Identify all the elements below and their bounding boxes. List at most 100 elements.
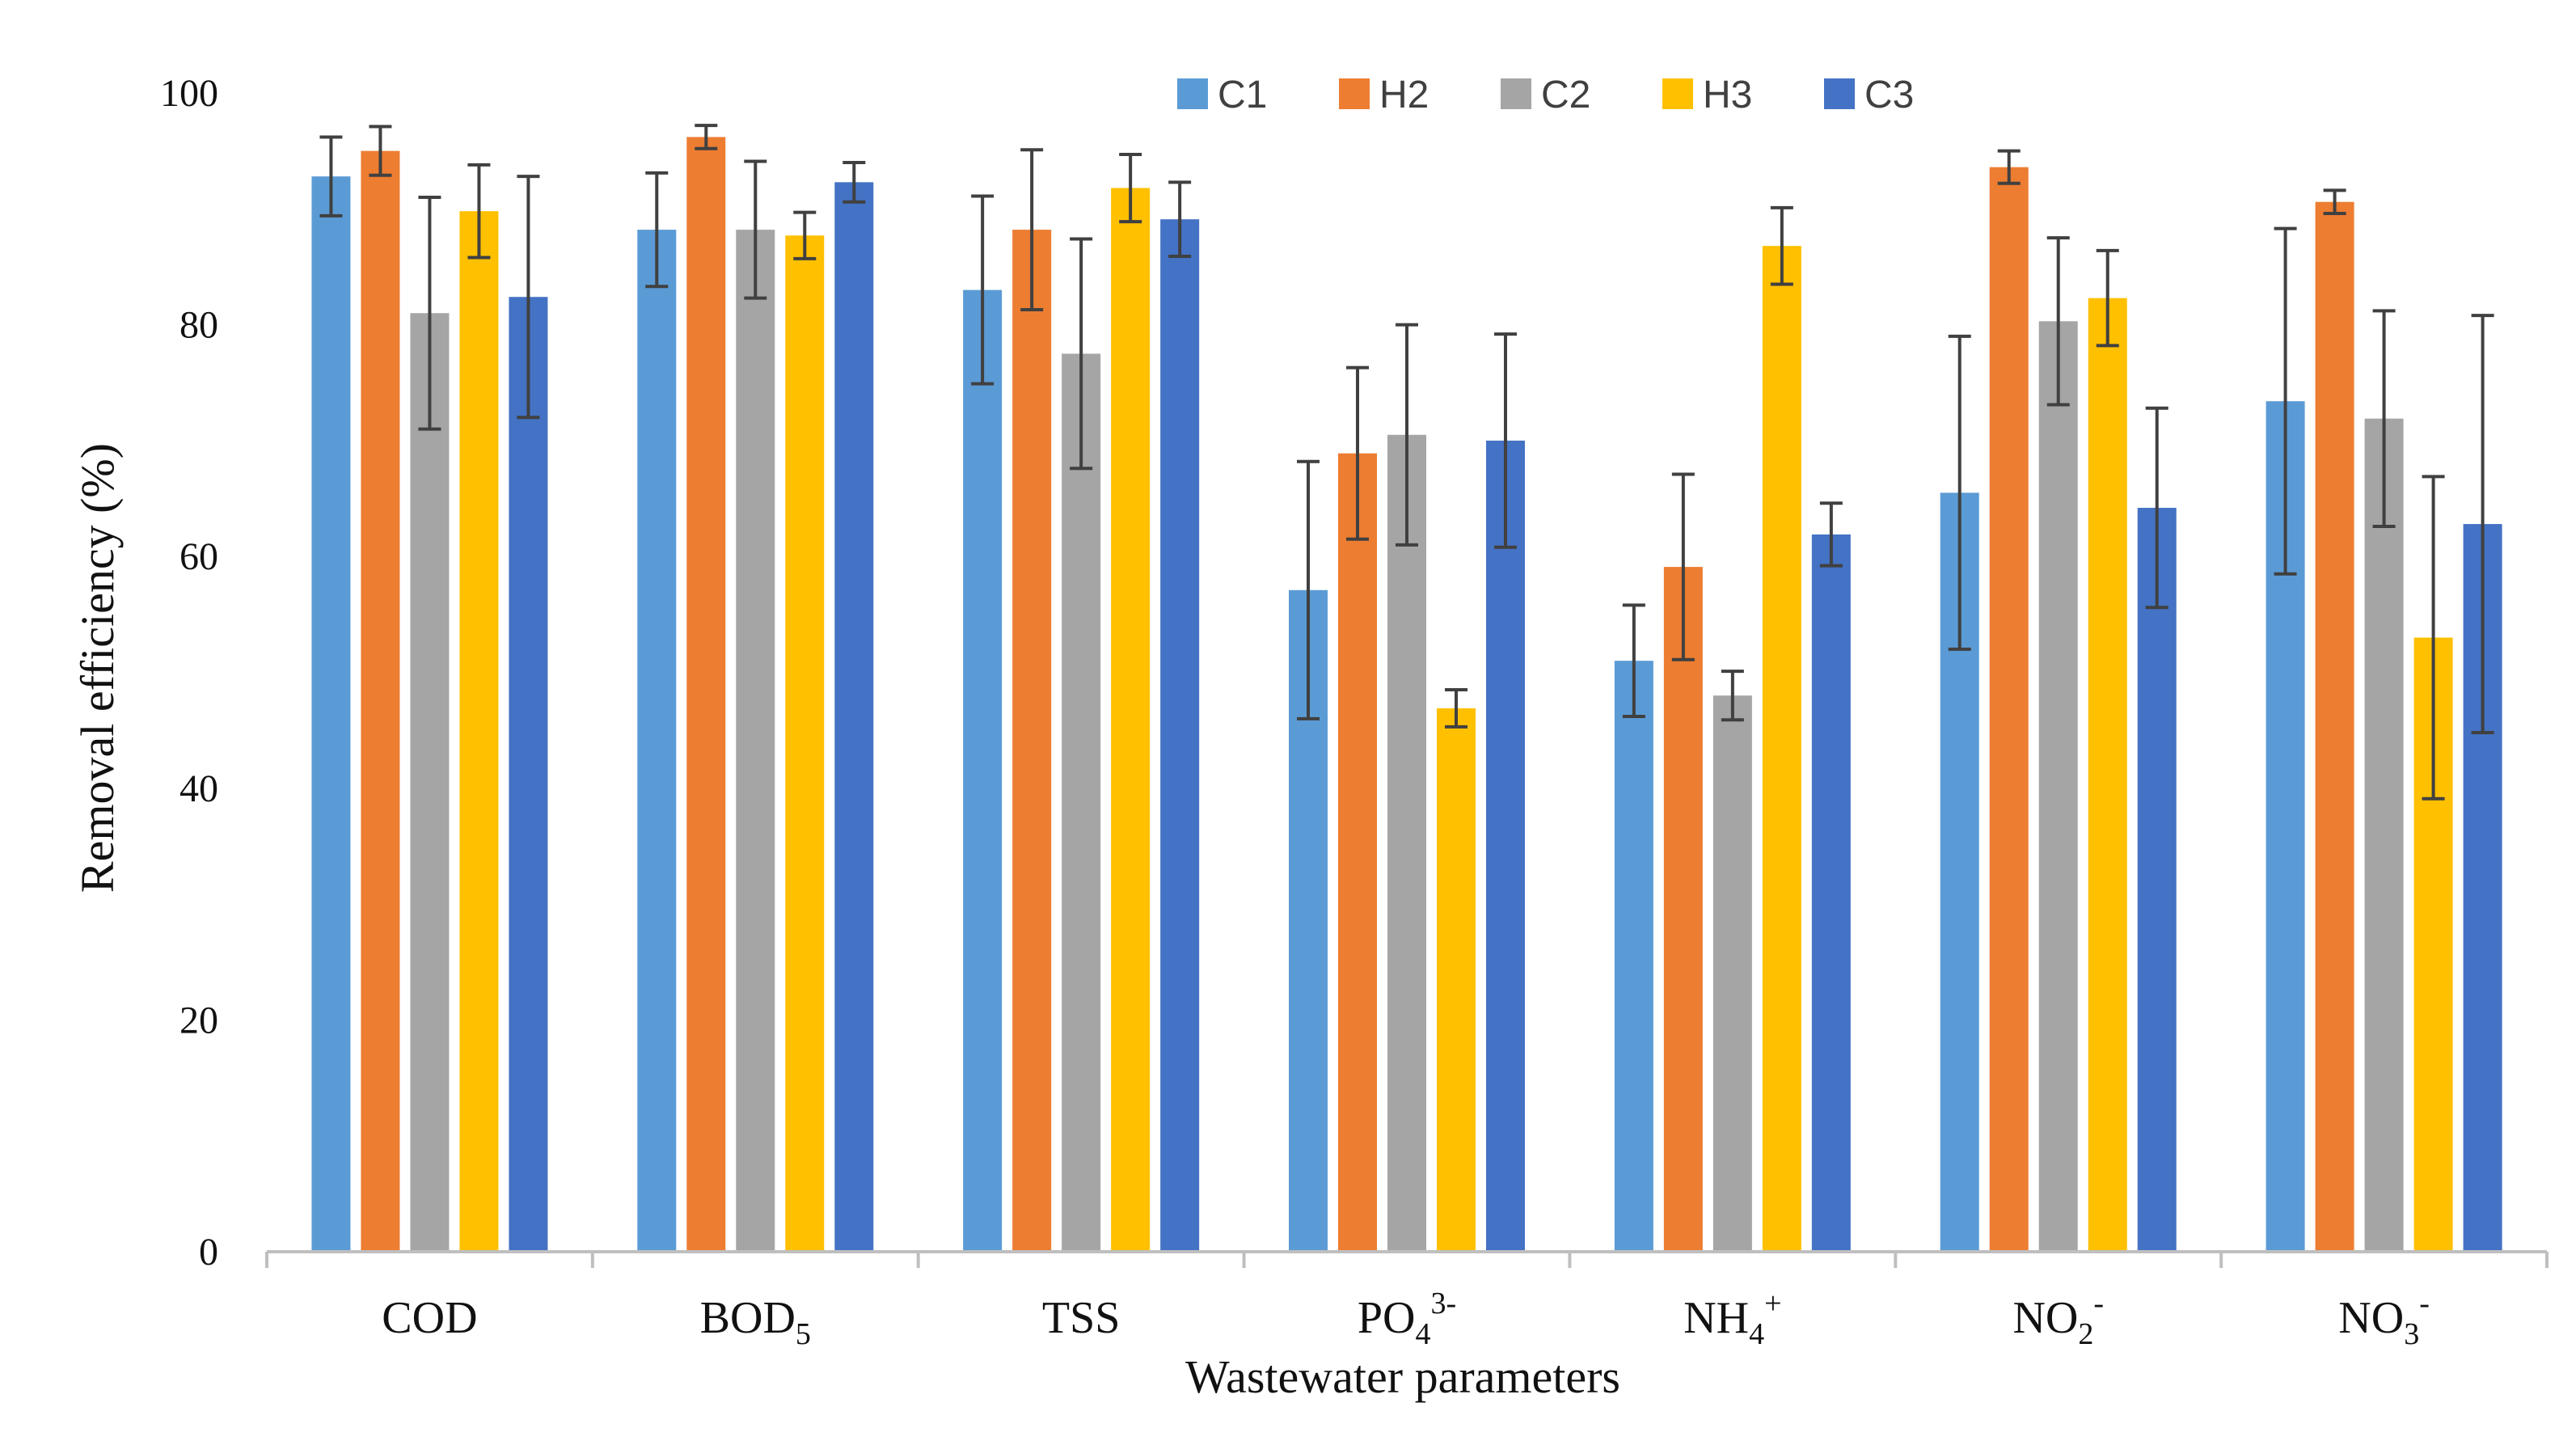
error-bar-c3-5	[2145, 406, 2168, 610]
bars-layer	[311, 137, 2502, 1253]
error-bar-h2-2	[1020, 148, 1044, 311]
bar-h2-0	[361, 150, 400, 1252]
error-bar-c1-2	[971, 194, 995, 386]
error-bar-h2-4	[1671, 472, 1695, 661]
bar-h3-1	[785, 235, 825, 1252]
bar-h3-4	[1762, 246, 1801, 1252]
y-tick-label-60: 60	[179, 535, 218, 578]
legend-swatch	[1501, 78, 1531, 109]
bar-h2-3	[1338, 453, 1377, 1252]
bar-h2-1	[686, 137, 726, 1253]
error-bar-c2-4	[1721, 670, 1744, 722]
bar-c1-4	[1614, 661, 1653, 1252]
legend-swatch	[1662, 78, 1693, 109]
category-label-4: NH4+	[1683, 1287, 1781, 1351]
error-bar-h2-1	[695, 124, 718, 150]
error-bar-c1-3	[1297, 459, 1320, 720]
legend-label: H3	[1703, 74, 1752, 116]
y-tick-label-0: 0	[199, 1231, 218, 1274]
bar-c2-4	[1712, 695, 1752, 1252]
legend-label: C1	[1218, 74, 1267, 116]
error-bar-h3-4	[1770, 205, 1793, 286]
bar-c2-2	[1062, 353, 1101, 1252]
legend-item-c3: C3	[1824, 74, 1914, 116]
y-tick-label-40: 40	[179, 767, 218, 810]
bar-c2-3	[1387, 434, 1426, 1252]
bar-h3-5	[2088, 298, 2127, 1252]
legend-swatch	[1824, 78, 1855, 109]
legend: C1 H2 C2 H3 C3	[1177, 74, 1914, 116]
error-bar-h3-3	[1445, 687, 1467, 729]
category-label-3: PO43-	[1358, 1287, 1456, 1351]
bar-h2-4	[1663, 567, 1703, 1252]
legend-item-h3: H3	[1662, 74, 1752, 116]
legend-item-c1: C1	[1177, 74, 1267, 116]
error-bar-c1-1	[645, 171, 669, 289]
error-bar-h3-0	[467, 163, 491, 260]
error-bar-c3-6	[2471, 314, 2494, 735]
y-axis-title: Removal efficiency (%)	[71, 443, 124, 893]
category-label-2: TSS	[1042, 1293, 1121, 1343]
legend-item-c2: C2	[1501, 74, 1590, 116]
error-bar-c3-3	[1494, 332, 1517, 549]
y-tick-label-80: 80	[179, 304, 218, 347]
category-label-6: NO3-	[2338, 1287, 2430, 1351]
bar-h2-5	[1989, 167, 2029, 1252]
bar-c3-4	[1811, 534, 1851, 1252]
bar-c1-2	[963, 289, 1003, 1252]
bar-c3-1	[834, 182, 874, 1252]
error-bar-c2-0	[418, 195, 441, 431]
error-bar-c1-0	[319, 135, 343, 218]
bar-c2-1	[736, 230, 775, 1252]
error-bar-c2-5	[2046, 236, 2070, 407]
error-bar-c1-5	[1948, 334, 1971, 651]
error-bar-c2-3	[1396, 323, 1418, 547]
bar-h3-2	[1111, 188, 1151, 1253]
x-axis-title: Wastewater parameters	[1185, 1350, 1620, 1403]
legend-label: H2	[1379, 74, 1429, 116]
legend-label: C3	[1864, 74, 1914, 116]
legend-swatch	[1177, 78, 1208, 109]
bar-h3-3	[1437, 708, 1476, 1252]
error-bar-c2-2	[1070, 237, 1093, 471]
error-bar-c3-4	[1819, 501, 1843, 568]
legend-swatch	[1339, 78, 1370, 109]
error-bar-c2-6	[2372, 309, 2396, 528]
error-bar-c3-1	[842, 160, 866, 204]
category-label-5: NO2-	[2012, 1287, 2104, 1351]
bar-c3-3	[1486, 440, 1525, 1252]
error-bars-layer	[319, 124, 2494, 801]
error-bar-c2-1	[744, 159, 767, 300]
bar-c3-2	[1160, 219, 1200, 1252]
error-bar-c3-2	[1168, 180, 1192, 259]
error-bar-h2-5	[1997, 149, 2021, 185]
legend-item-h2: H2	[1339, 74, 1429, 116]
bar-c2-5	[2038, 321, 2078, 1252]
error-bar-h3-5	[2096, 248, 2119, 348]
bar-c3-5	[2137, 508, 2177, 1252]
bar-c2-0	[410, 313, 450, 1252]
error-bar-h2-3	[1346, 365, 1369, 541]
category-label-1: BOD5	[700, 1293, 811, 1351]
error-bar-h2-6	[2323, 188, 2346, 216]
error-bar-h3-2	[1119, 152, 1142, 224]
bar-h2-2	[1012, 230, 1052, 1252]
error-bar-h2-0	[369, 125, 392, 177]
bar-c2-6	[2364, 418, 2404, 1252]
legend-label: C2	[1541, 74, 1590, 116]
axes-layer: 0 20 40 60 80 100 COD BOD5 TSS PO43- NH4+ NO2- NO3-	[160, 72, 2549, 1351]
bar-h2-6	[2315, 201, 2354, 1252]
error-bar-c3-0	[517, 175, 540, 420]
error-bar-h3-1	[793, 210, 817, 260]
y-tick-label-20: 20	[179, 999, 218, 1041]
bar-c1-0	[311, 176, 351, 1252]
y-tick-label-100: 100	[160, 72, 218, 115]
bar-c1-1	[637, 230, 677, 1252]
category-label-0: COD	[382, 1293, 477, 1343]
bar-h3-0	[459, 211, 499, 1252]
error-bar-h3-6	[2422, 475, 2445, 801]
bar-c3-0	[509, 297, 548, 1252]
error-bar-c1-6	[2274, 226, 2297, 576]
error-bar-c1-4	[1622, 603, 1645, 718]
